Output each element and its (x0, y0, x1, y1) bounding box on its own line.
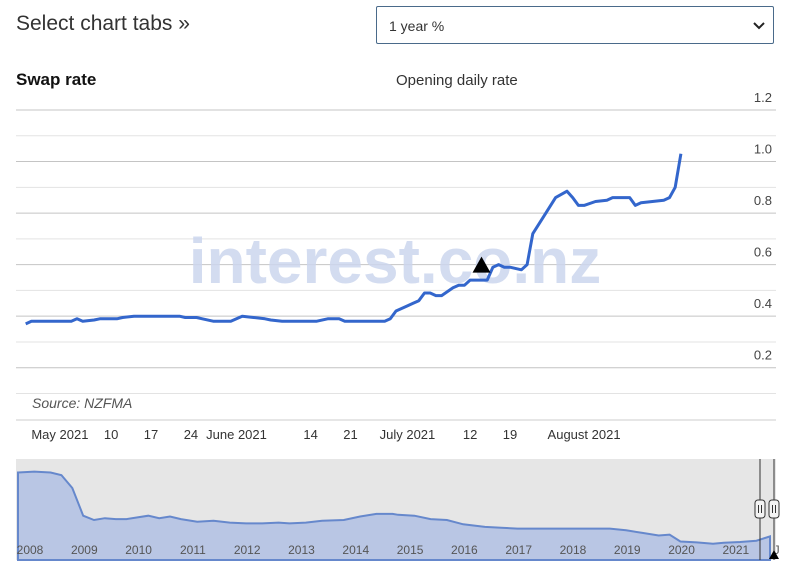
navigator-year-label: 2021 (722, 543, 749, 557)
navigator-year-label: 2014 (342, 543, 369, 557)
navigator-year-label: 2012 (234, 543, 261, 557)
navigator-year-label: 2019 (614, 543, 641, 557)
x-tick-label: July 2021 (380, 427, 436, 442)
chevron-down-icon (753, 22, 765, 30)
x-tick-label: August 2021 (548, 427, 621, 442)
navigator-year-label: 2015 (397, 543, 424, 557)
chart-title: Swap rate (16, 70, 97, 89)
swap-rate-line (25, 153, 683, 326)
navigator-marker-icon (769, 550, 779, 559)
navigator-year-label: 2016 (451, 543, 478, 557)
navigator-year-label: 2009 (71, 543, 98, 557)
navigator-year-label: 2013 (288, 543, 315, 557)
y-tick-label: 0.2 (754, 348, 772, 363)
x-tick-label: 10 (104, 427, 118, 442)
y-axis-tick-labels: 0.2 0.4 0.6 0.8 1.0 1.2 (754, 92, 772, 363)
navigator-year-label: 2020 (668, 543, 695, 557)
x-tick-label: May 2021 (31, 427, 88, 442)
y-tick-label: 0.4 (754, 296, 772, 311)
navigator-year-label: 2017 (505, 543, 532, 557)
y-tick-label: 1.2 (754, 92, 772, 105)
navigator-year-label: 2008 (17, 543, 44, 557)
chart-subtitle: Opening daily rate (396, 72, 518, 89)
navigator-area (17, 470, 771, 561)
x-tick-label: 17 (144, 427, 158, 442)
navigator-left-handle[interactable] (754, 499, 766, 519)
navigator-year-label: J (774, 543, 780, 557)
navigator-year-labels: 2008 2009 2010 2011 2012 2013 2014 2015 2016 2017… (17, 543, 780, 557)
chart-source: Source: NZFMA (32, 395, 133, 411)
triangle-marker-icon (472, 256, 491, 273)
navigator-chart[interactable]: 2008 2009 2010 2011 2012 2013 2014 2015 2016 2017… (16, 459, 780, 561)
y-tick-label: 1.0 (754, 142, 772, 157)
navigator-year-label: 2011 (180, 543, 206, 557)
chart-tab-select-value: 1 year % (389, 18, 445, 34)
x-tick-label: 14 (303, 427, 317, 442)
y-tick-label: 0.6 (754, 245, 772, 260)
x-tick-label: 12 (463, 427, 477, 442)
x-tick-label: 19 (503, 427, 517, 442)
x-tick-label: 21 (343, 427, 357, 442)
select-chart-tabs-heading: Select chart tabs » (16, 12, 190, 35)
navigator-right-handle[interactable] (768, 499, 780, 519)
grid-lines (16, 109, 776, 421)
x-axis-tick-labels: May 2021 10 17 24 June 2021 14 21 July 2021 12 19… (31, 427, 620, 442)
navigator-year-label: 2010 (125, 543, 152, 557)
x-tick-label: 24 (184, 427, 198, 442)
watermark: interest.co.nz (189, 225, 602, 297)
x-tick-label: June 2021 (206, 427, 267, 442)
chart-tab-select[interactable]: 1 year % (376, 6, 774, 44)
swap-rate-chart: interest.co.nz 0.2 0.4 0.6 0.8 1.0 1.2 May 20… (16, 92, 780, 561)
y-tick-label: 0.8 (754, 193, 772, 208)
navigator-year-label: 2018 (560, 543, 587, 557)
